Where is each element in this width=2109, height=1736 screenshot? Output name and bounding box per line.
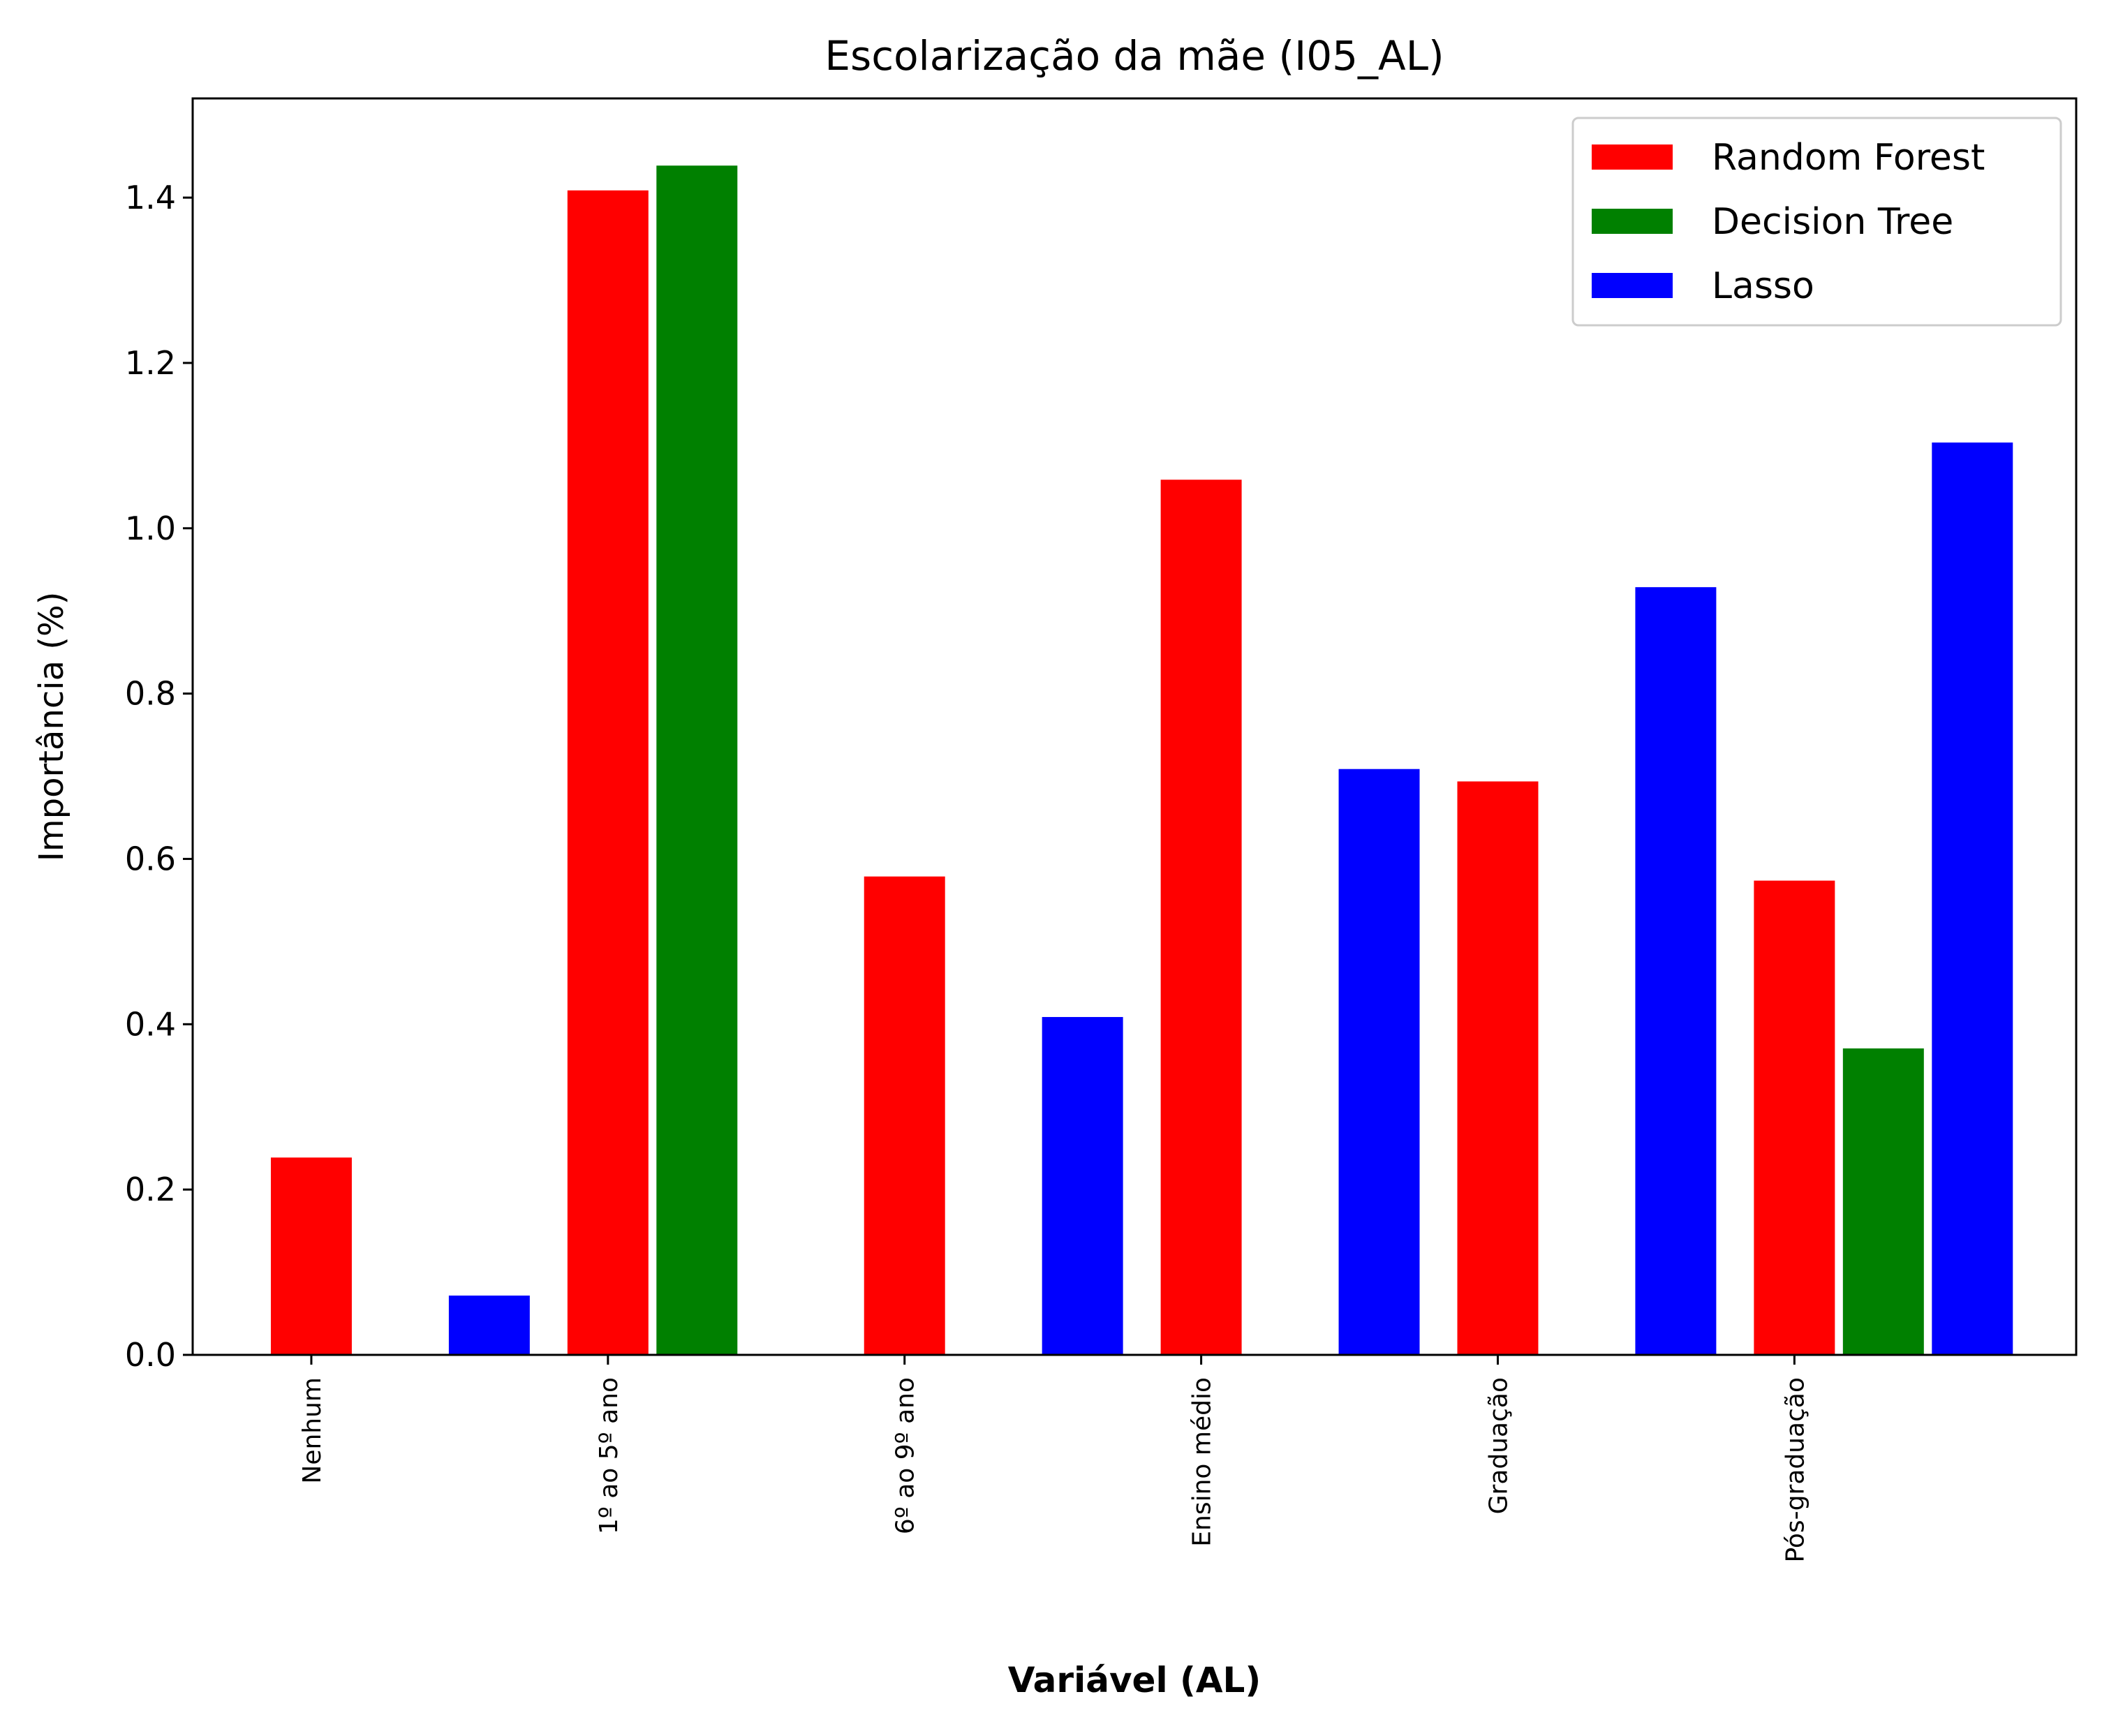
x-axis-label: Variável (AL) — [1008, 1660, 1261, 1700]
bar-random-forest-10 — [1752, 878, 1837, 1356]
x-tick-label-3: Ensino médio — [1188, 1377, 1217, 1547]
y-tick-label-3: 0.6 — [125, 840, 176, 877]
legend-swatch-2 — [1592, 273, 1673, 298]
bar-random-forest-6 — [1158, 477, 1244, 1356]
legend-label-2: Lasso — [1712, 265, 1814, 307]
bar-random-forest-8 — [1455, 779, 1541, 1356]
bar-lasso-9 — [1633, 585, 1719, 1356]
legend-entries: Random Forest Decision Tree Lasso — [1592, 137, 1985, 307]
y-tick-label-1: 0.2 — [125, 1171, 176, 1208]
x-tick-label-4: Graduação — [1484, 1377, 1513, 1514]
bar-decision-tree-11 — [1840, 1046, 1926, 1356]
plot-frame — [191, 97, 2078, 1356]
y-tick-label-0: 0.0 — [125, 1336, 176, 1374]
y-axis-label: Importância (%) — [32, 592, 71, 862]
legend-swatch-1 — [1592, 209, 1673, 234]
bar-decision-tree-3 — [654, 163, 740, 1356]
x-tick-label-2: 6º ao 9º ano — [891, 1377, 920, 1534]
bar-random-forest-0 — [268, 1155, 354, 1356]
bar-lasso-5 — [1039, 1014, 1125, 1356]
bar-random-forest-4 — [861, 874, 947, 1356]
y-tick-label-2: 0.4 — [125, 1005, 176, 1043]
legend-label-1: Decision Tree — [1712, 201, 1953, 243]
legend-label-0: Random Forest — [1712, 137, 1985, 179]
bar-lasso-7 — [1336, 766, 1422, 1356]
bar-lasso-1 — [446, 1293, 532, 1356]
bar-lasso-12 — [1930, 440, 2015, 1356]
y-tick-label-6: 1.2 — [125, 344, 176, 382]
x-axis: Nenhum 1º ao 5º ano 6º ao 9º ano Ensino méd… — [298, 1355, 1810, 1563]
x-tick-label-5: Pós-graduação — [1781, 1377, 1810, 1563]
bar-random-forest-2 — [565, 188, 651, 1356]
legend-swatch-0 — [1592, 144, 1673, 170]
legend: Random Forest Decision Tree Lasso — [1571, 117, 2062, 327]
chart-title: Escolarização da mãe (I05_AL) — [824, 32, 1444, 80]
y-tick-label-7: 1.4 — [125, 179, 176, 216]
y-tick-label-5: 1.0 — [125, 510, 176, 547]
x-tick-label-1: 1º ao 5º ano — [595, 1377, 623, 1534]
y-axis: 0.0 0.2 0.4 0.6 0.8 1.0 1.2 1.4 — [125, 179, 193, 1374]
bars-layer — [268, 163, 2015, 1356]
legend-frame — [1571, 117, 2062, 327]
x-tick-label-0: Nenhum — [298, 1377, 327, 1484]
y-tick-label-4: 0.8 — [125, 675, 176, 713]
